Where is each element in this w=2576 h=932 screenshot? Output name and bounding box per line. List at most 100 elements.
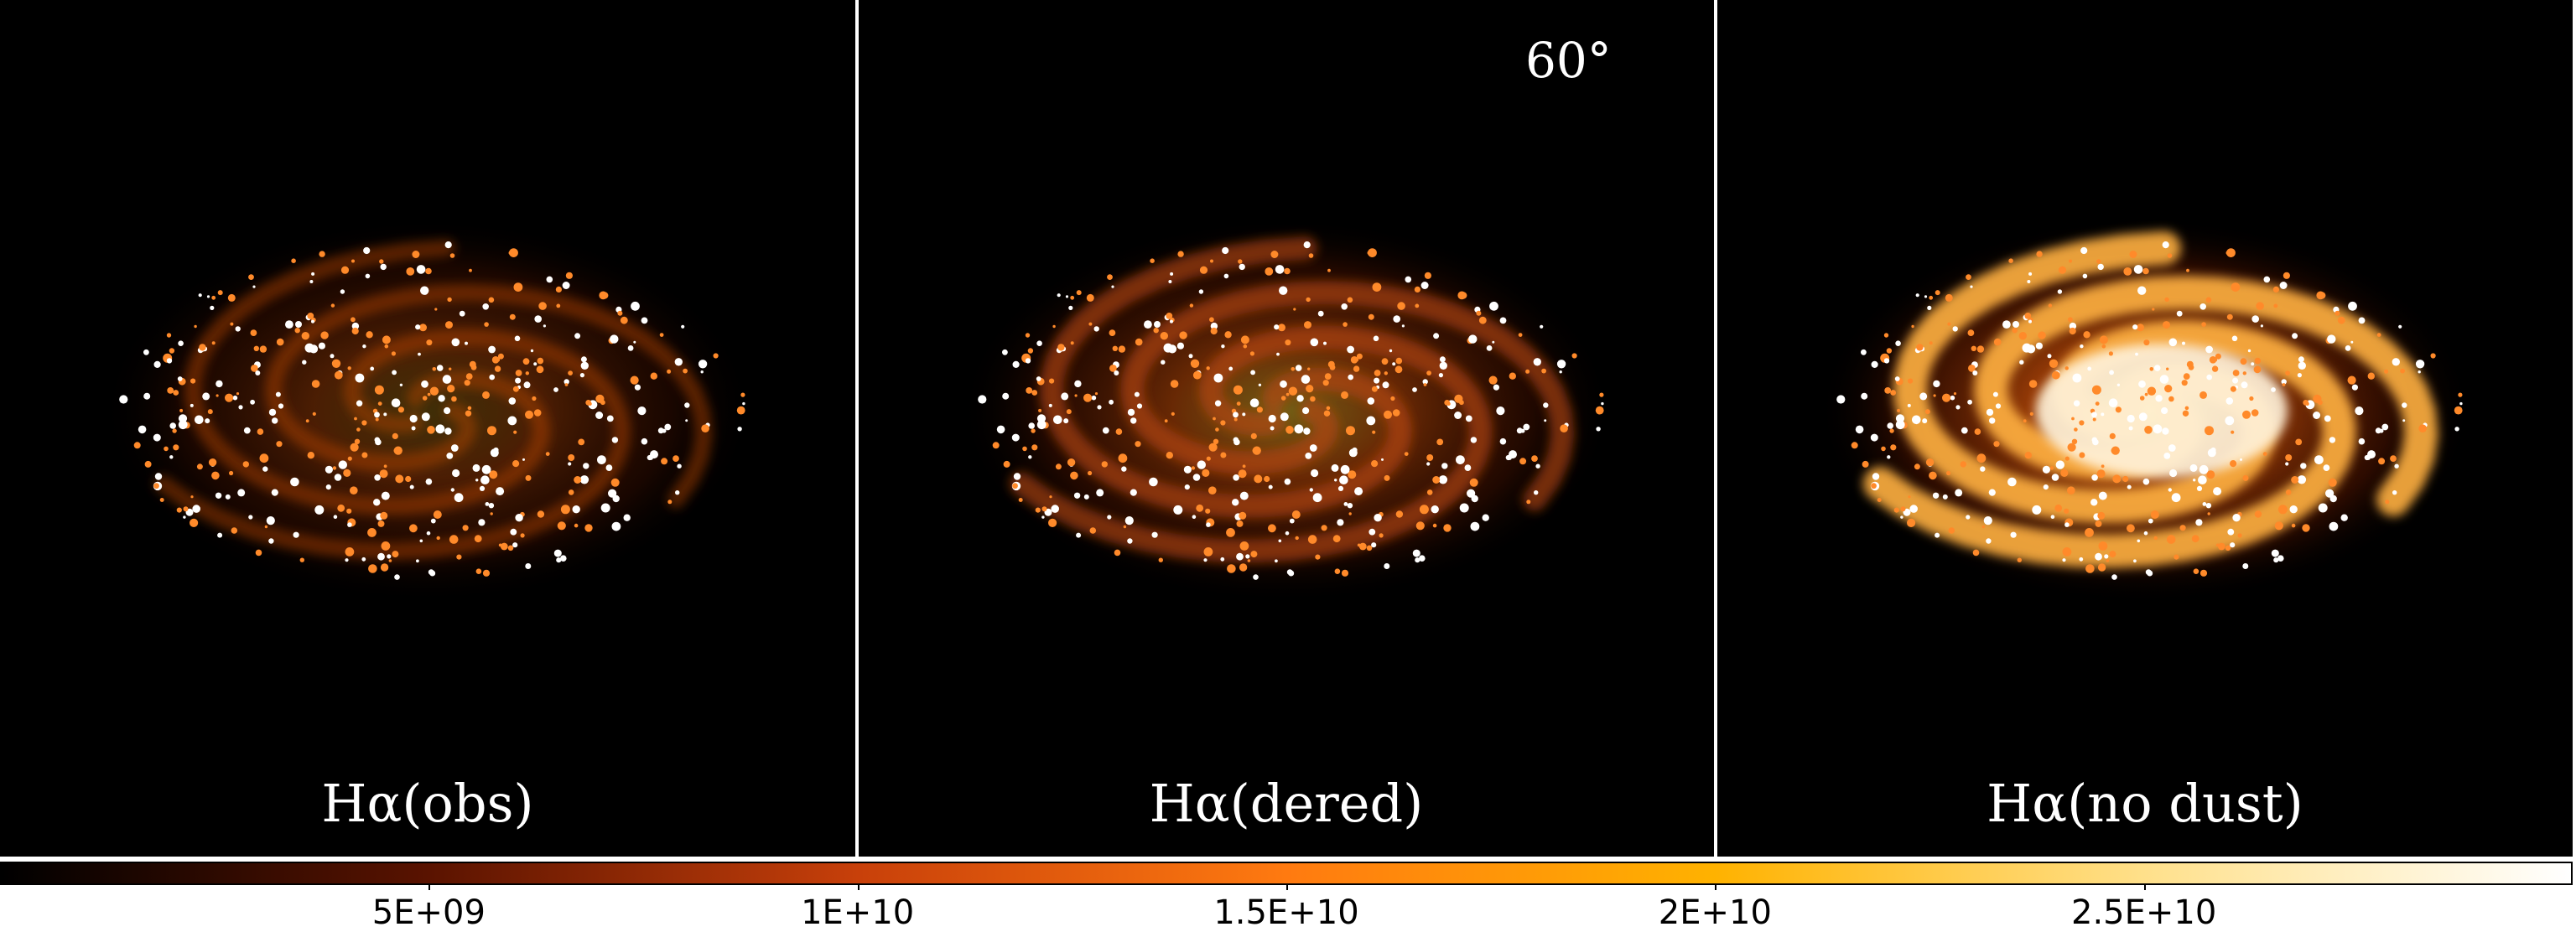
hii-region xyxy=(2240,458,2242,461)
hii-region xyxy=(487,426,496,436)
hii-region xyxy=(1354,487,1363,496)
hii-region xyxy=(1026,387,1033,394)
hii-region xyxy=(1278,324,1285,332)
hii-region xyxy=(164,446,169,452)
hii-region xyxy=(2123,267,2132,276)
hii-region xyxy=(1464,464,1472,471)
hii-region xyxy=(578,438,585,446)
hii-region xyxy=(522,358,530,365)
hii-region xyxy=(1203,547,1213,557)
hii-region xyxy=(176,507,182,513)
hii-region xyxy=(2347,375,2356,385)
hii-region xyxy=(1988,489,1996,496)
hii-region xyxy=(2149,367,2154,371)
hii-region xyxy=(373,499,381,506)
hii-region xyxy=(2091,474,2098,481)
hii-region xyxy=(472,463,480,472)
hii-region xyxy=(1907,518,1916,528)
hii-region xyxy=(2273,303,2278,308)
hii-region xyxy=(1222,246,1229,255)
hii-region xyxy=(1932,492,1940,499)
hii-region xyxy=(377,520,385,527)
hii-region xyxy=(620,316,628,324)
hii-region xyxy=(412,251,420,258)
hii-region xyxy=(623,514,631,521)
hii-region xyxy=(444,241,452,249)
hii-region xyxy=(490,448,499,458)
hii-region xyxy=(599,291,608,300)
hii-region xyxy=(1457,291,1467,300)
hii-region xyxy=(2289,505,2298,514)
hii-region xyxy=(1223,273,1229,279)
hii-region xyxy=(2032,505,2042,515)
hii-region xyxy=(1525,369,1530,374)
hii-region xyxy=(1252,446,1261,455)
hii-region xyxy=(1526,500,1531,505)
hii-region xyxy=(1889,428,1894,433)
hii-region xyxy=(1471,494,1478,503)
hii-region xyxy=(2232,377,2239,384)
hii-region xyxy=(190,378,196,384)
hii-region xyxy=(482,303,489,310)
hii-region xyxy=(1489,301,1498,311)
hii-region xyxy=(580,361,589,370)
hii-region xyxy=(178,340,184,347)
hii-region xyxy=(1955,405,1961,410)
hii-region xyxy=(1031,444,1038,451)
hii-region xyxy=(1341,303,1348,310)
hii-region xyxy=(2163,453,2171,459)
hii-region xyxy=(2007,477,2017,487)
hii-region xyxy=(350,443,359,452)
hii-region xyxy=(421,412,430,422)
hii-region xyxy=(1961,427,1968,434)
hii-region xyxy=(2225,397,2234,405)
hii-region xyxy=(1183,465,1192,474)
hii-region xyxy=(1412,387,1417,392)
hii-region xyxy=(1101,461,1108,468)
hii-region xyxy=(1353,365,1360,372)
hii-region xyxy=(1953,392,1957,396)
hii-region xyxy=(610,334,619,344)
hii-region xyxy=(1063,418,1069,424)
hii-region xyxy=(451,338,460,347)
colorbar-tick xyxy=(2143,885,2146,890)
hii-region xyxy=(415,324,421,330)
hii-region xyxy=(393,446,402,455)
hii-region xyxy=(2137,324,2144,332)
spiral-arm xyxy=(153,328,631,560)
hii-region xyxy=(2085,564,2095,573)
hii-region xyxy=(2182,410,2189,417)
hii-region xyxy=(419,539,423,543)
hii-region xyxy=(2298,356,2304,363)
hii-region xyxy=(1492,340,1495,344)
hii-region xyxy=(190,495,194,499)
hii-region xyxy=(409,524,418,533)
hii-region xyxy=(2159,375,2169,384)
hii-region xyxy=(1312,493,1322,503)
hii-region xyxy=(2057,289,2063,294)
hii-region xyxy=(1908,495,1911,499)
hii-region xyxy=(291,258,296,264)
hii-region xyxy=(2095,520,2102,527)
hii-region xyxy=(1935,290,1940,296)
hii-region xyxy=(1456,455,1465,464)
hii-region xyxy=(1323,341,1327,345)
hii-region xyxy=(2385,500,2390,505)
hii-region xyxy=(2242,371,2246,375)
hii-region xyxy=(1168,280,1172,283)
hii-region xyxy=(543,324,547,328)
hii-region xyxy=(1061,392,1069,401)
hii-region xyxy=(736,406,745,415)
hii-region xyxy=(2232,370,2240,376)
hii-region xyxy=(334,474,342,481)
hii-region xyxy=(1311,469,1319,478)
hii-region xyxy=(271,489,278,496)
hii-region xyxy=(1303,427,1311,435)
hii-region xyxy=(1341,391,1348,399)
hii-region xyxy=(464,380,470,386)
hii-region xyxy=(368,564,377,573)
hii-region xyxy=(436,365,444,371)
hii-region xyxy=(1334,479,1337,482)
hii-region xyxy=(2109,551,2116,558)
hii-region xyxy=(444,427,452,435)
